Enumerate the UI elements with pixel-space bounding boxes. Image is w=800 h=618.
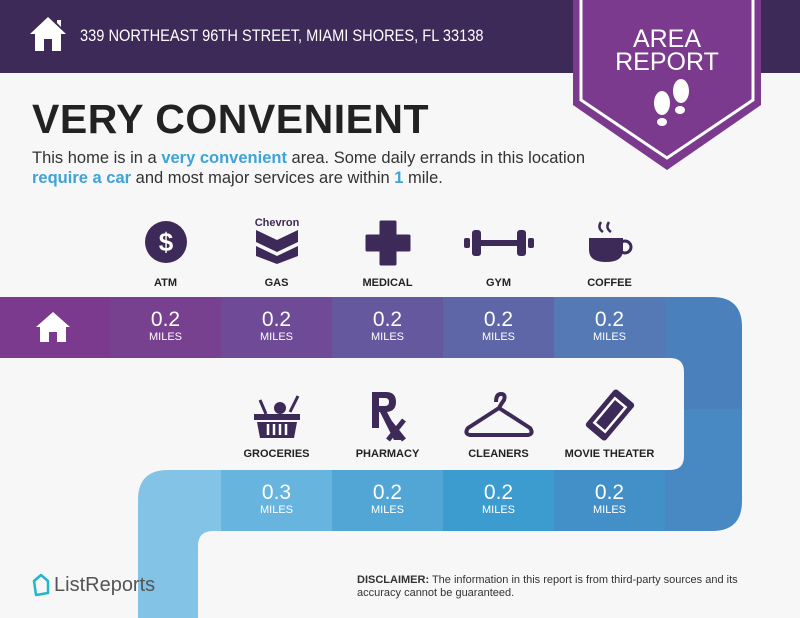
- hanger-icon: [443, 390, 554, 440]
- label-groceries: GROCERIES: [243, 448, 310, 460]
- area-report-badge: AREA REPORT: [573, 0, 761, 177]
- home-icon: [30, 17, 66, 51]
- coffee-cup-icon: [554, 220, 665, 266]
- label-gym: GYM: [485, 277, 512, 289]
- label-gas: GAS: [264, 277, 289, 289]
- page-title: VERY CONVENIENT: [32, 96, 430, 142]
- listreports-logo-icon: [32, 573, 50, 597]
- svg-text:Chevron: Chevron: [254, 217, 299, 229]
- distance-groceries: 0.3 MILES: [221, 470, 332, 531]
- distance-gas: 0.2 MILES: [221, 297, 332, 358]
- badge-line1: AREA: [632, 25, 702, 53]
- footprints-icon: [654, 79, 689, 126]
- dumbbell-icon: [443, 228, 554, 258]
- label-atm: ATM: [153, 277, 177, 289]
- dollar-icon: $: [110, 220, 221, 264]
- svg-text:$: $: [158, 227, 173, 257]
- chevron-logo-icon: Chevron: [221, 216, 332, 264]
- distance-coffee: 0.2 MILES: [554, 297, 665, 358]
- disclaimer: DISCLAIMER: The information in this repo…: [357, 574, 738, 599]
- label-pharmacy: PHARMACY: [355, 448, 420, 460]
- description: This home is in a very convenient area. …: [32, 149, 586, 187]
- grocery-basket-icon: [221, 392, 332, 440]
- distance-movie-theater: 0.2 MILES: [554, 470, 665, 531]
- address: 339 NORTHEAST 96TH STREET, MIAMI SHORES,…: [80, 26, 484, 45]
- label-cleaners: CLEANERS: [468, 448, 529, 460]
- distance-medical: 0.2 MILES: [332, 297, 443, 358]
- distance-gym: 0.2 MILES: [443, 297, 554, 358]
- medical-cross-icon: [332, 220, 443, 266]
- distance-pharmacy: 0.2 MILES: [332, 470, 443, 531]
- badge-line2: REPORT: [615, 48, 719, 76]
- home-icon: [36, 312, 70, 342]
- distance-atm: 0.2 MILES: [110, 297, 221, 358]
- ticket-icon: [554, 388, 665, 442]
- rx-icon: [332, 390, 443, 442]
- label-movie-theater: MOVIE THEATER: [564, 448, 655, 460]
- label-coffee: COFFEE: [587, 277, 632, 289]
- listreports-logo: ListReports: [32, 573, 155, 597]
- distance-cleaners: 0.2 MILES: [443, 470, 554, 531]
- label-medical: MEDICAL: [362, 277, 413, 289]
